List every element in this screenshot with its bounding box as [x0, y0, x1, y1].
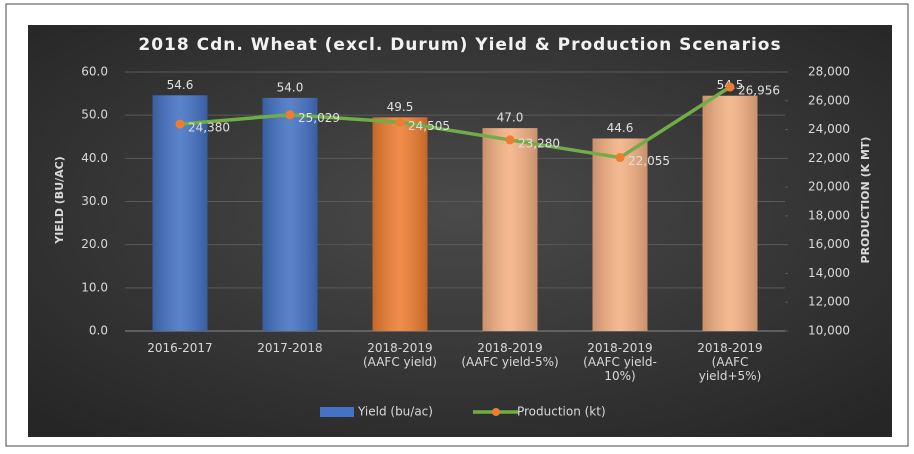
y2-tick-label: 16,000: [808, 237, 850, 251]
data-label: 25,029: [298, 111, 340, 125]
y2-tick-label: 26,000: [808, 93, 850, 107]
x-tick-label: 2018-2019 (AAFC yield): [363, 341, 437, 369]
marker: [175, 119, 185, 129]
data-label: 26,956: [738, 84, 780, 98]
data-label: 44.6: [607, 121, 634, 135]
legend-swatch: [320, 407, 354, 417]
y2-tick-label: 24,000: [808, 122, 850, 136]
marker: [285, 110, 295, 120]
y2-tick-label: 14,000: [808, 266, 850, 280]
data-label: 24,505: [408, 119, 450, 133]
y-tick-label: 10.0: [81, 280, 108, 294]
y2-tick-label: 12,000: [808, 295, 850, 309]
x-tick-label: 2017-2018: [257, 341, 323, 355]
bar-shade: [702, 95, 758, 331]
x-tick-label: 2018-2019 (AAFC yield+5%): [697, 341, 763, 383]
y-tick-label: 20.0: [81, 237, 108, 251]
line: [179, 85, 731, 160]
data-label: 47.0: [497, 111, 524, 125]
x-tick-label: 2016-2017: [147, 341, 213, 355]
bar-shade: [372, 117, 428, 331]
outer-border: [5, 3, 909, 447]
y2-tick-label: 28,000: [808, 65, 850, 79]
data-label: 24,380: [188, 121, 230, 135]
y2-tick-label: 10,000: [808, 324, 850, 338]
data-label: 54.0: [277, 80, 304, 94]
y2-axis-label: PRODUCTION (K MT): [859, 137, 872, 264]
y-tick-label: 50.0: [81, 108, 108, 122]
y-tick-label: 0.0: [89, 324, 108, 338]
legend-label: Yield (bu/ac): [357, 405, 433, 419]
y-tick-label: 60.0: [81, 65, 108, 79]
bar-shade: [592, 138, 648, 331]
bar-shade: [152, 95, 208, 331]
marker: [725, 82, 735, 92]
data-label: 22,055: [628, 154, 670, 168]
data-label: 49.5: [387, 100, 414, 114]
bar-shade: [482, 128, 538, 331]
y2-tick-label: 20,000: [808, 180, 850, 194]
data-label: 23,280: [518, 136, 560, 150]
x-tick-label: 2018-2019 (AAFC yield- 10%): [583, 341, 657, 383]
y-tick-label: 40.0: [81, 151, 108, 165]
marker: [505, 135, 515, 145]
y-axis-label: YIELD (BU/AC): [53, 156, 66, 245]
marker: [615, 153, 625, 163]
bar-shade: [262, 97, 318, 332]
x-tick-label: 2018-2019 (AAFC yield-5%): [461, 341, 559, 369]
legend-marker: [491, 408, 500, 416]
marker: [395, 117, 405, 127]
data-label: 54.6: [167, 78, 194, 92]
y-tick-label: 30.0: [81, 194, 108, 208]
chart-title: 2018 Cdn. Wheat (excl. Durum) Yield & Pr…: [138, 35, 781, 55]
y2-tick-label: 22,000: [808, 151, 850, 165]
legend-label: Production (kt): [517, 405, 606, 419]
y2-tick-label: 18,000: [808, 208, 850, 222]
